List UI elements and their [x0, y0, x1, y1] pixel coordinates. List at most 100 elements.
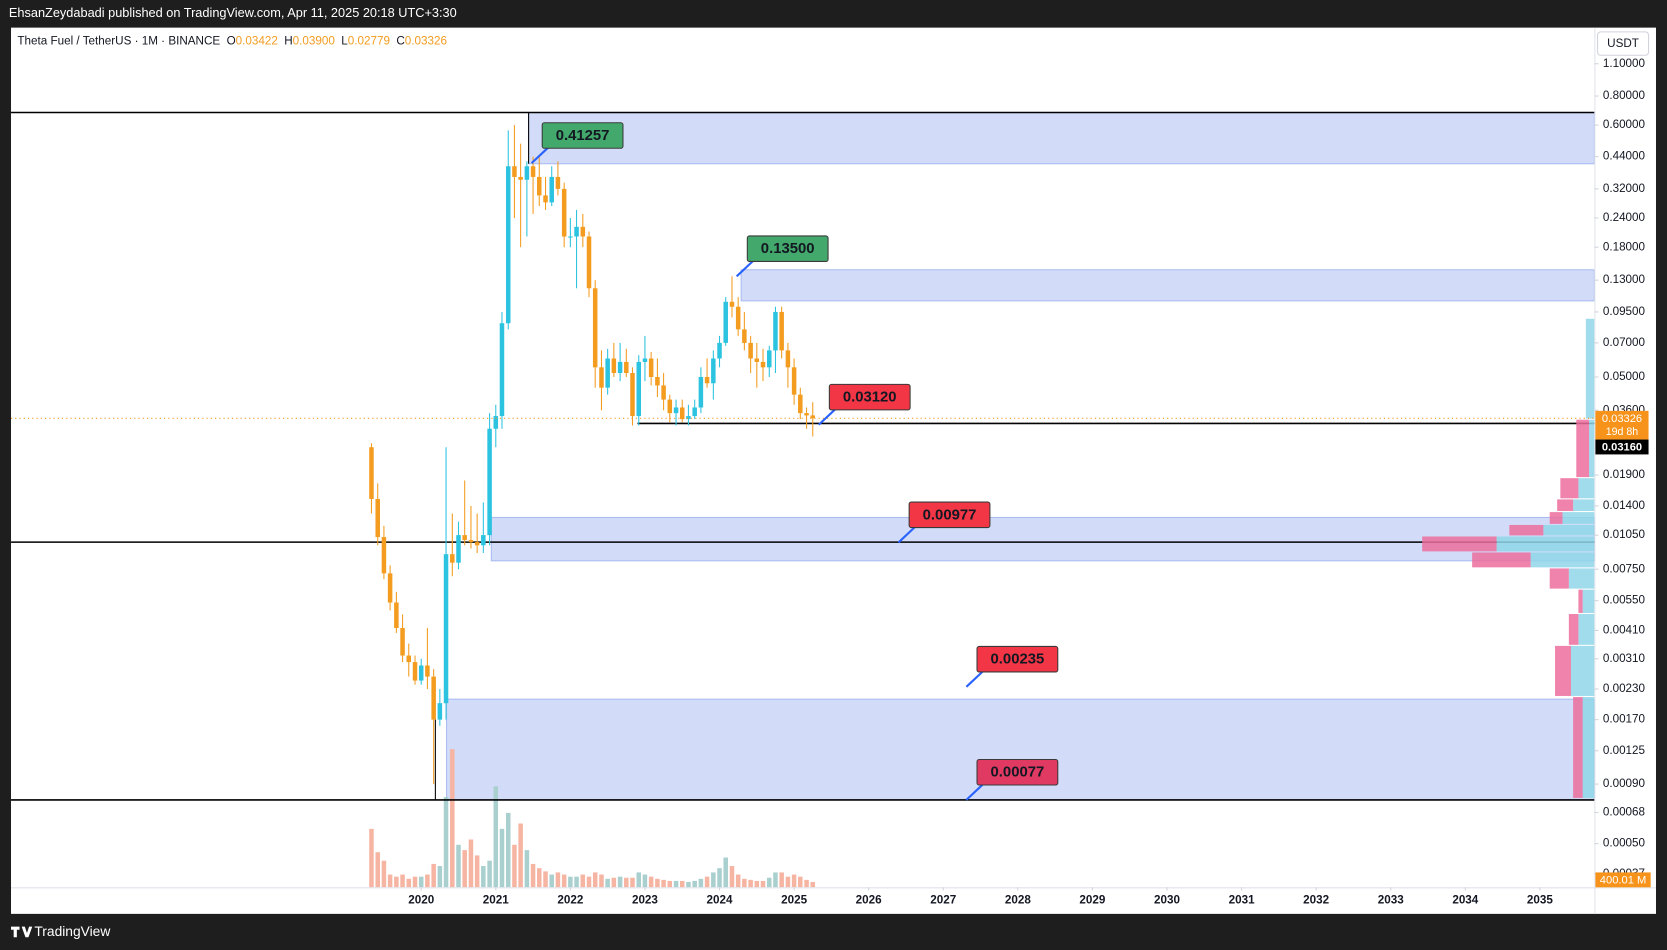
volume-bar [748, 879, 753, 888]
volume-bar [381, 860, 387, 888]
candle-body [394, 602, 399, 628]
ohlc-key: H [284, 35, 292, 48]
y-tick-label: 0.07000 [1603, 336, 1646, 349]
volume-bar [549, 874, 554, 888]
y-tick-label: 0.00310 [1603, 652, 1646, 665]
volume-bar [698, 878, 704, 888]
candle-body [810, 415, 816, 419]
candle-body [624, 361, 629, 374]
ohlc-key: L [341, 35, 348, 48]
y-tick-label: 0.60000 [1603, 118, 1646, 131]
candle-body [487, 428, 492, 536]
volume-bar [773, 872, 778, 888]
volume-bar [617, 876, 623, 888]
countdown: 19d 8h [1606, 426, 1639, 438]
candle-body [431, 676, 436, 720]
y-tick-label: 0.32000 [1603, 182, 1646, 195]
y-tick-label: 0.01900 [1603, 468, 1646, 481]
candle-body [474, 542, 480, 546]
volume-bar [505, 812, 511, 888]
y-tick-label: 0.09500 [1603, 305, 1646, 318]
callout-pointer [530, 146, 550, 164]
y-tick-label: 0.01050 [1603, 528, 1646, 541]
volume-bar [443, 796, 449, 888]
volume-bar [642, 874, 648, 888]
callout-label: 0.13500 [761, 241, 815, 257]
volume-bar [611, 877, 617, 888]
profile-down [1576, 419, 1590, 478]
volume-bar [735, 874, 741, 888]
volume-bar [742, 878, 747, 888]
candle-body [599, 367, 604, 388]
candle-body [791, 367, 797, 395]
candle-body [655, 376, 660, 386]
candle-body [400, 627, 405, 656]
candle-body [642, 358, 648, 362]
candle-body [785, 350, 791, 368]
profile-down [1509, 524, 1544, 536]
profile-up [1496, 536, 1595, 552]
candle-body [412, 662, 418, 681]
candle-body [611, 358, 617, 374]
profile-up [1530, 552, 1595, 568]
volume-bar [524, 850, 530, 888]
volume-bar [686, 881, 691, 888]
candle-body [648, 358, 654, 377]
candle-body [387, 573, 393, 603]
volume-bar [760, 880, 766, 888]
volume-label: 400.01 M [1600, 874, 1646, 886]
volume-bar [798, 876, 803, 888]
volume-bar [754, 880, 760, 888]
volume-bar [518, 823, 523, 888]
callout-box [976, 758, 1059, 786]
candle-body [679, 407, 685, 420]
volume-bar [711, 872, 716, 888]
candle-body [760, 361, 766, 368]
y-tick-label: 0.00068 [1603, 806, 1645, 819]
volume-bar [406, 878, 412, 888]
profile-up [1562, 512, 1595, 524]
profile-up [1582, 589, 1595, 613]
volume-bar [431, 863, 436, 888]
candle-body [369, 447, 374, 499]
y-tick-label: 0.24000 [1603, 211, 1646, 224]
volume-bar [692, 880, 697, 888]
volume-bar [592, 872, 598, 888]
callout-box [828, 383, 911, 411]
volume-bar [580, 874, 586, 888]
volume-bar [704, 876, 710, 888]
axes: USDT 1.10000 0.80000 0.60000 0.44000 0.32000 0… [408, 31, 1651, 907]
candle-body [804, 413, 809, 416]
candle-body [555, 176, 561, 189]
profile-down [1549, 512, 1563, 524]
x-tick-label: 2024 [707, 894, 733, 907]
volume-bar [767, 877, 772, 888]
volume-bar [723, 857, 728, 888]
y-tick-label: 0.00550 [1603, 594, 1646, 607]
candle-body [667, 399, 673, 414]
volume-bar [418, 876, 424, 888]
volume-bar [630, 877, 635, 888]
candle-body [698, 376, 704, 408]
profile-down [1472, 552, 1531, 568]
candle-body [549, 176, 554, 203]
candle-body [729, 301, 735, 307]
x-tick-label: 2023 [632, 894, 658, 907]
y-tick-label: 1.10000 [1603, 57, 1646, 70]
volume-bar [499, 828, 505, 888]
legend: Theta Fuel / TetherUS · 1M · BINANCE O0.0… [17, 35, 447, 48]
zone [740, 269, 1595, 302]
brand: TradingView [34, 923, 110, 939]
callout-pointer [965, 783, 985, 801]
candle-body [754, 358, 760, 362]
profile-up [1582, 697, 1595, 798]
y-tick-label: 0.01400 [1603, 499, 1646, 512]
volume-bar [425, 874, 430, 888]
callout-label: 0.00235 [991, 652, 1045, 668]
volume-bar [493, 786, 499, 888]
callout-label: 0.03120 [843, 390, 897, 406]
profile-down [1557, 499, 1574, 512]
candle-body [773, 311, 778, 351]
volume-bar [636, 872, 642, 888]
